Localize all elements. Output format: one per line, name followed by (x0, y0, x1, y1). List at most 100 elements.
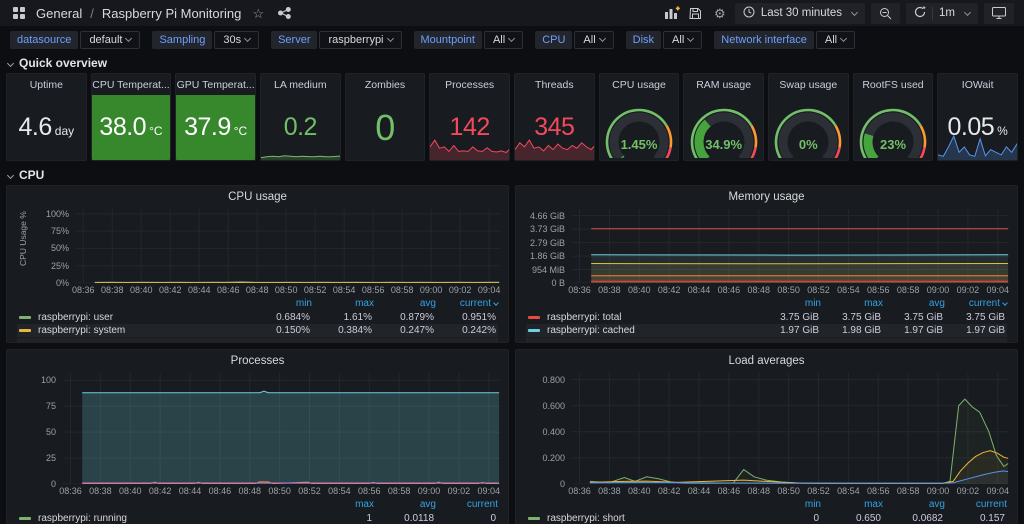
x-tick-label: 08:46 (717, 285, 741, 295)
legend-header-current[interactable]: current (975, 499, 1007, 510)
stat-body: 37.9 °C (176, 95, 255, 160)
x-tick-label: 08:48 (245, 285, 269, 295)
plot-area[interactable] (572, 209, 1009, 283)
stat-unit: °C (233, 124, 248, 138)
star-icon[interactable]: ☆ (252, 5, 265, 21)
variable-value-dropdown[interactable]: raspberrypi (319, 30, 402, 49)
y-tick-label: 75% (50, 226, 69, 237)
variable-cpu: CPU All (535, 30, 614, 49)
legend-value: 0.242% (462, 325, 496, 336)
variable-value-dropdown[interactable]: default (80, 30, 141, 49)
refresh-interval-label[interactable]: 1m (939, 7, 955, 19)
legend-header: max avg current (17, 499, 498, 512)
legend-header-max[interactable]: max (355, 499, 374, 510)
stat-body: 0 (346, 95, 425, 160)
series-name[interactable]: raspberrypi: user (38, 312, 114, 323)
panel-title[interactable]: Memory usage (728, 191, 805, 203)
panel-title[interactable]: Zombies (364, 79, 406, 91)
variable-current-value: raspberrypi (328, 33, 384, 46)
legend-header-min[interactable]: min (804, 499, 821, 510)
stat-body: 0.2 (260, 95, 340, 160)
panel-title[interactable]: CPU usage (228, 191, 287, 203)
legend-value: 3.75 GiB (842, 312, 881, 323)
y-axis-ticks: 0% 25% 50% 75% 100% (28, 209, 76, 288)
variable-value-dropdown[interactable]: 30s (214, 30, 260, 49)
legend-row: raspberrypi: total 3.75 GiB 3.75 GiB 3.75 G… (526, 311, 1007, 324)
x-tick-label: 08:36 (568, 486, 591, 496)
refresh-controls[interactable]: 1m (906, 2, 978, 24)
plot-column: 08:36 08:38 08:40 08:42 08:44 08:46 08:48 08:50… (568, 373, 1010, 497)
legend: min max avg current raspberrypi: short 0 0.650… (524, 497, 1009, 524)
panel-title[interactable]: RootFS used (862, 79, 924, 91)
stat-value: 0.2 (284, 113, 318, 142)
y-tick-label: 0.400 (542, 426, 565, 437)
panel-title[interactable]: Processes (445, 79, 495, 91)
panel-title[interactable]: CPU usage (612, 79, 666, 91)
x-tick-label: 09:04 (986, 486, 1010, 496)
row-title: CPU (19, 168, 45, 182)
series-name[interactable]: raspberrypi: system (38, 325, 126, 336)
cycle-view-mode-button[interactable] (984, 2, 1014, 24)
panel-title[interactable]: Uptime (29, 79, 63, 91)
variable-value-dropdown[interactable]: All (815, 30, 856, 49)
dashboards-grid-icon[interactable] (10, 4, 28, 22)
legend-header-avg[interactable]: avg (419, 298, 436, 309)
share-icon[interactable] (275, 4, 293, 22)
legend-header-avg[interactable]: avg (928, 298, 945, 309)
panel-title[interactable]: LA medium (274, 79, 327, 91)
sort-caret-icon (493, 300, 499, 306)
panel-title[interactable]: GPU Temperat... (176, 79, 255, 91)
zoom-out-time-button[interactable] (871, 2, 901, 24)
panel-title[interactable]: Swap usage (779, 79, 838, 91)
x-axis-ticks: 08:36 08:38 08:40 08:42 08:44 08:46 08:48 08:50… (59, 484, 500, 497)
stat-unit: °C (149, 124, 163, 138)
x-tick-label: 08:54 (332, 285, 356, 295)
legend-header-min[interactable]: min (804, 298, 821, 309)
plot-area[interactable] (63, 373, 500, 484)
row-toggle-cpu[interactable]: CPU (0, 167, 1024, 183)
save-dashboard-icon[interactable] (687, 4, 705, 22)
legend-header-current[interactable]: current (945, 298, 1008, 311)
stat-body: 23% (854, 95, 933, 160)
legend-header-max[interactable]: max (355, 298, 374, 309)
legend-header-avg[interactable]: avg (928, 499, 945, 510)
x-tick-label: 08:44 (178, 486, 202, 496)
legend-header-avg[interactable]: avg (419, 499, 436, 510)
plot-area[interactable] (76, 209, 500, 283)
legend-header-current[interactable]: current (436, 298, 499, 311)
row-toggle-quick-overview[interactable]: Quick overview (0, 55, 1024, 71)
panel-title[interactable]: Threads (535, 79, 574, 91)
legend-header-max[interactable]: max (864, 499, 883, 510)
breadcrumb-section[interactable]: General (36, 5, 83, 21)
refresh-icon[interactable] (914, 5, 926, 21)
dashboard-settings-gear-icon[interactable]: ⚙ (714, 5, 726, 21)
variable-value-dropdown[interactable]: All (663, 30, 703, 49)
panel-title[interactable]: RAM usage (696, 79, 752, 91)
plot-area[interactable] (572, 373, 1009, 484)
legend-header-min[interactable]: min (295, 298, 312, 309)
panel-title[interactable]: CPU Temperat... (92, 79, 170, 91)
breadcrumb-title[interactable]: Raspberry Pi Monitoring (101, 5, 242, 21)
time-range-picker[interactable]: Last 30 minutes (734, 2, 866, 24)
legend-header-current[interactable]: current (466, 499, 498, 510)
series-name[interactable]: raspberrypi: running (38, 513, 127, 524)
variable-value-dropdown[interactable]: All (483, 30, 524, 49)
legend-clipped-row (17, 338, 498, 342)
stat-value: 37.9 °C (184, 113, 247, 142)
panel-title[interactable]: IOWait (961, 79, 994, 91)
series-name[interactable]: raspberrypi: total (547, 312, 622, 323)
panel-title[interactable]: Processes (230, 355, 285, 367)
variable-sampling: Sampling 30s (152, 30, 260, 49)
series-name[interactable]: raspberrypi: short (547, 513, 625, 524)
series-name[interactable]: raspberrypi: cached (547, 325, 635, 336)
add-panel-icon[interactable] (663, 4, 681, 22)
stat-body: 38.0 °C (91, 95, 171, 160)
legend-header-max[interactable]: max (864, 298, 883, 309)
y-tick-label: 50% (50, 243, 69, 254)
variable-value-dropdown[interactable]: All (574, 30, 614, 49)
x-tick-label: 08:48 (747, 486, 771, 496)
panel-title[interactable]: Load averages (728, 355, 805, 367)
x-tick-label: 08:56 (358, 486, 381, 496)
y-tick-label: 0 (559, 479, 565, 489)
stat-value-text: 0 (375, 106, 395, 148)
